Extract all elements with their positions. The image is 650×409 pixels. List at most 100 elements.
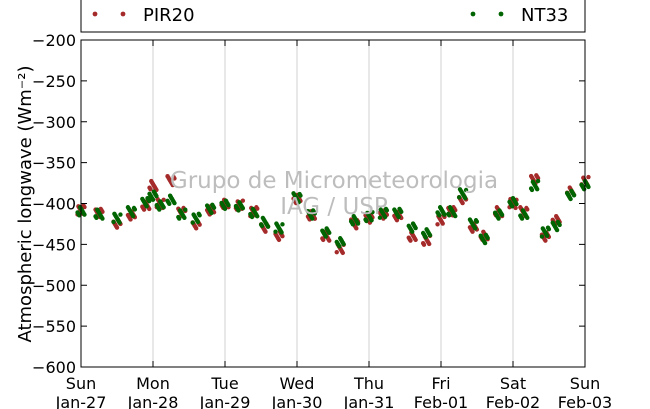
data-point-nt33 — [150, 197, 156, 202]
plot-area — [81, 40, 585, 367]
data-point-nt33 — [226, 202, 231, 208]
data-point-nt33 — [211, 205, 217, 210]
data-point-pir20 — [525, 207, 530, 212]
data-point-nt33 — [183, 207, 188, 212]
data-point-nt33 — [82, 212, 87, 217]
data-point-nt33 — [377, 215, 383, 220]
data-point-nt33 — [144, 204, 149, 209]
data-point-nt33 — [312, 211, 318, 216]
data-point-pir20 — [586, 174, 591, 180]
data-point-nt33 — [327, 230, 332, 236]
y-tick-label: −200 — [32, 31, 76, 50]
x-tick-label-day: Thu — [353, 374, 384, 393]
data-point-pir20 — [470, 229, 475, 234]
data-point-nt33 — [546, 226, 552, 232]
x-tick-label-day: Fri — [431, 374, 450, 393]
data-point-nt33 — [586, 184, 591, 190]
data-point-nt33 — [485, 235, 490, 241]
x-tick-label-day: Sun — [570, 374, 600, 393]
data-point-nt33 — [410, 229, 415, 234]
data-point-nt33 — [453, 213, 458, 219]
data-point-nt33 — [581, 186, 587, 192]
data-point-nt33 — [355, 221, 361, 226]
x-tick-label-date: Jan-28 — [127, 393, 179, 409]
data-point-nt33 — [255, 214, 260, 219]
data-point-pir20 — [460, 200, 465, 206]
data-point-nt33 — [539, 234, 545, 239]
data-point-nt33 — [442, 212, 447, 217]
data-point-pir20 — [194, 226, 199, 231]
x-tick-label-day: Wed — [280, 374, 315, 393]
data-point-pir20 — [255, 206, 260, 211]
data-point-nt33 — [427, 233, 433, 238]
data-point-nt33 — [369, 218, 374, 223]
data-point-nt33 — [259, 223, 265, 229]
data-point-nt33 — [384, 208, 390, 213]
x-tick-label-date: Feb-01 — [414, 393, 468, 409]
data-point-nt33 — [462, 195, 468, 201]
data-point-pir20 — [413, 237, 418, 243]
data-point-nt33 — [337, 244, 342, 249]
data-point-nt33 — [197, 213, 202, 218]
legend-marker-nt33 — [498, 11, 504, 17]
x-tick-label-date: Jan-30 — [271, 393, 323, 409]
data-point-nt33 — [147, 198, 152, 204]
data-point-pir20 — [426, 241, 432, 247]
data-point-nt33 — [298, 193, 303, 198]
data-point-nt33 — [571, 193, 577, 198]
data-point-nt33 — [568, 196, 573, 202]
y-axis-label: Atmospheric longwave (Wm⁻²) — [15, 65, 36, 342]
data-point-pir20 — [172, 176, 177, 181]
data-point-nt33 — [117, 220, 122, 225]
data-point-nt33 — [399, 209, 404, 215]
data-point-nt33 — [463, 187, 469, 193]
data-point-nt33 — [350, 222, 356, 227]
x-tick-label-day: Mon — [136, 374, 170, 393]
data-point-pir20 — [82, 204, 87, 210]
data-point-nt33 — [534, 186, 540, 192]
data-point-pir20 — [440, 221, 445, 226]
data-point-nt33 — [154, 193, 159, 199]
data-point-nt33 — [111, 219, 116, 225]
watermark-line-1: Grupo de Micrometeorologia — [170, 168, 498, 194]
data-point-pir20 — [161, 197, 166, 203]
data-point-nt33 — [423, 235, 428, 240]
data-point-pir20 — [114, 225, 120, 230]
data-point-pir20 — [334, 249, 339, 255]
data-point-nt33 — [382, 214, 388, 220]
data-point-pir20 — [148, 186, 153, 192]
data-point-pir20 — [543, 238, 548, 243]
data-point-pir20 — [141, 207, 147, 212]
data-point-nt33 — [474, 219, 480, 224]
x-tick-label-day: Tue — [210, 374, 238, 393]
data-point-pir20 — [435, 222, 440, 227]
data-point-nt33 — [132, 207, 138, 212]
data-point-nt33 — [240, 206, 246, 211]
data-point-nt33 — [182, 215, 187, 221]
y-tick-label: −600 — [32, 358, 76, 377]
data-point-nt33 — [396, 214, 401, 220]
data-point-pir20 — [408, 238, 413, 243]
data-point-pir20 — [327, 238, 332, 243]
x-tick-label-date: Feb-02 — [486, 393, 540, 409]
data-point-nt33 — [265, 224, 271, 229]
legend-marker-pir20 — [92, 11, 98, 17]
data-point-nt33 — [437, 213, 442, 218]
data-points — [75, 173, 591, 256]
data-point-pir20 — [340, 250, 345, 256]
data-point-nt33 — [472, 226, 478, 231]
data-point-nt33 — [222, 206, 228, 212]
legend-marker-pir20 — [120, 11, 126, 17]
y-tick-label: −550 — [32, 317, 76, 336]
data-point-nt33 — [236, 208, 241, 213]
data-point-pir20 — [170, 182, 175, 188]
data-point-pir20 — [263, 229, 268, 234]
grid-lines — [152, 40, 514, 367]
data-point-nt33 — [249, 214, 255, 220]
data-point-nt33 — [323, 234, 328, 239]
data-point-nt33 — [557, 222, 562, 228]
legend-marker-nt33 — [470, 11, 476, 17]
legend-label-pir20: PIR20 — [143, 5, 195, 26]
x-axis: SunJan-27MonJan-28TueJan-29WedJan-30ThuJ… — [55, 40, 612, 409]
data-point-nt33 — [310, 216, 315, 221]
